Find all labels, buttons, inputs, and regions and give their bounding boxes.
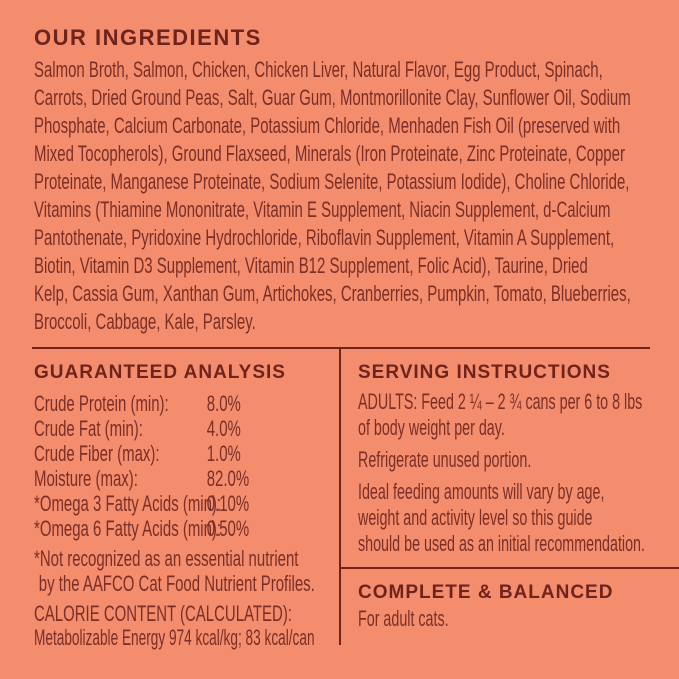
analysis-label: Moisture (max): xyxy=(34,466,138,491)
analysis-label: Crude Protein (min): xyxy=(34,391,169,416)
ingredients-line: Salmon Broth, Salmon, Chicken, Chicken L… xyxy=(34,57,603,82)
guaranteed-analysis-title: GUARANTEED ANALYSIS xyxy=(34,362,286,383)
ingredients-title: OUR INGREDIENTS xyxy=(34,25,262,50)
analysis-label: *Omega 6 Fatty Acids (min): xyxy=(34,516,222,541)
ingredients-line: Broccoli, Cabbage, Kale, Parsley. xyxy=(34,309,256,334)
ingredients-line: Proteinate, Manganese Proteinate, Sodium… xyxy=(34,169,630,194)
ingredients-line: Kelp, Cassia Gum, Xanthan Gum, Artichoke… xyxy=(34,281,631,306)
analysis-value: 8.0% xyxy=(206,391,241,416)
aafco-footnote: *Not recognized as an essential nutrient… xyxy=(34,546,339,596)
calorie-content-block: CALORIE CONTENT (CALCULATED): Metaboliza… xyxy=(34,602,339,650)
complete-balanced-text: For adult cats. xyxy=(358,606,449,631)
serving-line: Ideal feeding amounts will vary by age, xyxy=(358,479,605,504)
guaranteed-analysis-section: GUARANTEED ANALYSIS Crude Protein (min):… xyxy=(32,349,341,650)
serving-line: should be used as an initial recommendat… xyxy=(358,531,645,556)
section-divider xyxy=(341,567,679,569)
serving-instructions-section: SERVING INSTRUCTIONS ADULTS: Feed 2 ¼ – … xyxy=(341,349,679,645)
ingredients-line: Mixed Tocopherols), Ground Flaxseed, Min… xyxy=(34,141,625,166)
serving-paragraph: Ideal feeding amounts will vary by age, … xyxy=(358,479,679,557)
ingredients-line: Phosphate, Calcium Carbonate, Potassium … xyxy=(34,113,621,138)
analysis-label: Crude Fiber (max): xyxy=(34,441,160,466)
footnote-line: by the AAFCO Cat Food Nutrient Profiles. xyxy=(38,571,315,596)
analysis-row: Crude Fiber (max): 1.0% xyxy=(34,441,347,466)
footnote-line: *Not recognized as an essential nutrient xyxy=(34,546,299,571)
analysis-value: 1.0% xyxy=(206,441,241,466)
analysis-value: 0.50% xyxy=(206,516,250,541)
serving-paragraph: Refrigerate unused portion. xyxy=(358,447,679,473)
analysis-label: *Omega 3 Fatty Acids (min): xyxy=(34,491,222,516)
serving-line: weight and activity level so this guide xyxy=(358,505,593,530)
calorie-content-value: Metabolizable Energy 974 kcal/kg; 83 kca… xyxy=(34,625,315,650)
analysis-row: Moisture (max): 82.0% xyxy=(34,466,347,491)
serving-line: Refrigerate unused portion. xyxy=(358,447,532,472)
lower-sections: GUARANTEED ANALYSIS Crude Protein (min):… xyxy=(32,347,679,650)
analysis-value: 82.0% xyxy=(206,466,250,491)
ingredients-line: Carrots, Dried Ground Peas, Salt, Guar G… xyxy=(34,85,631,110)
analysis-label: Crude Fat (min): xyxy=(34,416,143,441)
analysis-row: Crude Fat (min): 4.0% xyxy=(34,416,347,441)
ingredients-list: Salmon Broth, Salmon, Chicken, Chicken L… xyxy=(34,56,651,336)
calorie-content-title: CALORIE CONTENT (CALCULATED): xyxy=(34,601,292,626)
complete-balanced-title: COMPLETE & BALANCED xyxy=(358,582,614,603)
complete-balanced-block: For adult cats. xyxy=(358,606,679,632)
serving-paragraph: ADULTS: Feed 2 ¼ – 2 ¾ cans per 6 to 8 l… xyxy=(358,389,679,441)
ingredients-line: Pantothenate, Pyridoxine Hydrochloride, … xyxy=(34,225,615,250)
analysis-row: *Omega 3 Fatty Acids (min): 0.10% xyxy=(34,491,347,516)
analysis-row: Crude Protein (min): 8.0% xyxy=(34,391,347,416)
analysis-value: 4.0% xyxy=(206,416,241,441)
analysis-value: 0.10% xyxy=(206,491,250,516)
serving-line: ADULTS: Feed 2 ¼ – 2 ¾ cans per 6 to 8 l… xyxy=(358,389,643,414)
guaranteed-analysis-table: Crude Protein (min): 8.0% Crude Fat (min… xyxy=(34,391,339,541)
label-content: OUR INGREDIENTS Salmon Broth, Salmon, Ch… xyxy=(32,25,679,650)
ingredients-line: Biotin, Vitamin D3 Supplement, Vitamin B… xyxy=(34,253,588,278)
serving-instructions-title: SERVING INSTRUCTIONS xyxy=(358,362,611,383)
ingredients-line: Vitamins (Thiamine Mononitrate, Vitamin … xyxy=(34,197,611,222)
analysis-row: *Omega 6 Fatty Acids (min): 0.50% xyxy=(34,516,347,541)
serving-line: of body weight per day. xyxy=(358,415,505,440)
